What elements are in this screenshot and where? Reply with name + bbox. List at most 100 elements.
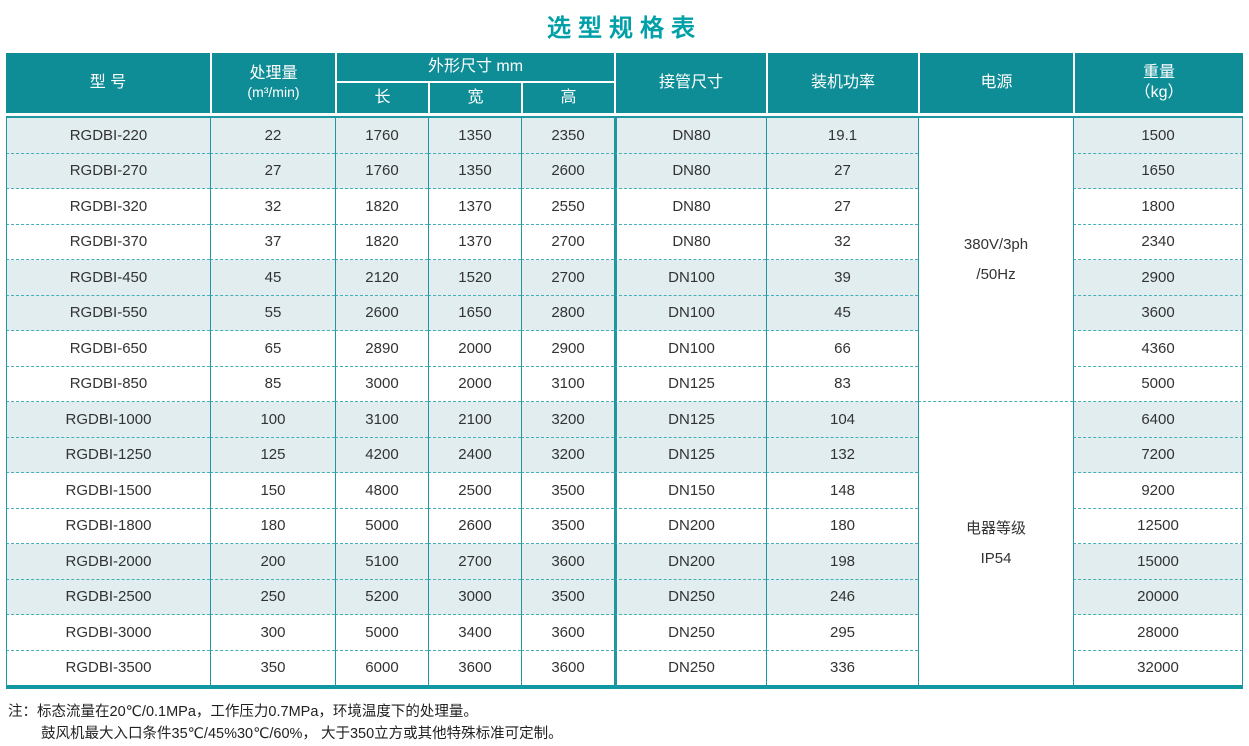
cell-installed-power: 180 xyxy=(766,508,919,544)
cell-capacity: 37 xyxy=(209,224,335,260)
cell-length: 5000 xyxy=(334,615,428,651)
cell-capacity: 27 xyxy=(209,153,335,189)
col-header-power-supply: 电源 xyxy=(918,53,1074,116)
table-body: RGDBI-220 22 1760 1350 2350 DN80 19.1 38… xyxy=(5,116,1244,689)
cell-length: 6000 xyxy=(334,650,428,689)
cell-capacity: 55 xyxy=(209,295,335,331)
col-header-weight-label: 重量 xyxy=(1143,64,1176,81)
cell-height: 3500 xyxy=(520,579,615,615)
cell-pipe-size: DN250 xyxy=(614,615,767,651)
cell-weight: 1650 xyxy=(1073,153,1244,189)
cell-height: 3600 xyxy=(520,544,615,580)
col-header-capacity-unit: (m³/min) xyxy=(247,84,300,101)
spec-table: 型 号 处理量 (m³/min) 外形尺寸 mm 接管尺寸 装机功率 电源 重量… xyxy=(5,53,1244,689)
cell-model: RGDBI-2000 xyxy=(5,544,210,580)
cell-model: RGDBI-1500 xyxy=(5,473,210,509)
cell-weight: 6400 xyxy=(1073,402,1244,438)
cell-capacity: 150 xyxy=(209,473,335,509)
cell-pipe-size: DN250 xyxy=(614,650,767,689)
cell-pipe-size: DN100 xyxy=(614,295,767,331)
cell-model: RGDBI-1000 xyxy=(5,402,210,438)
cell-width: 1370 xyxy=(427,224,521,260)
cell-weight: 2340 xyxy=(1073,224,1244,260)
col-header-installed-power: 装机功率 xyxy=(766,53,919,116)
cell-weight: 5000 xyxy=(1073,366,1244,402)
cell-width: 2000 xyxy=(427,366,521,402)
cell-pipe-size: DN125 xyxy=(614,437,767,473)
cell-weight: 2900 xyxy=(1073,260,1244,296)
cell-length: 2600 xyxy=(334,295,428,331)
table-row: RGDBI-650 65 2890 2000 2900 DN100 66 436… xyxy=(5,331,1244,367)
cell-pipe-size: DN200 xyxy=(614,508,767,544)
cell-weight: 1800 xyxy=(1073,189,1244,225)
table-row: RGDBI-370 37 1820 1370 2700 DN80 32 2340 xyxy=(5,224,1244,260)
cell-installed-power: 246 xyxy=(766,579,919,615)
cell-length: 2890 xyxy=(334,331,428,367)
col-header-length: 长 xyxy=(334,83,428,116)
cell-capacity: 180 xyxy=(209,508,335,544)
table-row: RGDBI-1000 100 3100 2100 3200 DN125 104 … xyxy=(5,402,1244,689)
cell-model: RGDBI-850 xyxy=(5,366,210,402)
cell-weight: 12500 xyxy=(1073,508,1244,544)
cell-installed-power: 27 xyxy=(766,153,919,189)
cell-length: 1820 xyxy=(334,189,428,225)
col-header-weight: 重量 （kg） xyxy=(1073,53,1244,116)
cell-power-supply: 380V/3ph/50Hz xyxy=(918,116,1074,402)
cell-capacity: 200 xyxy=(209,544,335,580)
page-title: 选型规格表 xyxy=(547,15,702,42)
cell-width: 3400 xyxy=(427,615,521,651)
cell-model: RGDBI-3500 xyxy=(5,650,210,689)
cell-pipe-size: DN80 xyxy=(614,189,767,225)
cell-model: RGDBI-450 xyxy=(5,260,210,296)
cell-model: RGDBI-550 xyxy=(5,295,210,331)
cell-height: 3100 xyxy=(520,366,615,402)
cell-pipe-size: DN150 xyxy=(614,473,767,509)
cell-model: RGDBI-320 xyxy=(5,189,210,225)
cell-length: 4800 xyxy=(334,473,428,509)
cell-pipe-size: DN200 xyxy=(614,544,767,580)
cell-pipe-size: DN100 xyxy=(614,260,767,296)
cell-width: 3000 xyxy=(427,579,521,615)
cell-height: 3600 xyxy=(520,615,615,651)
cell-capacity: 250 xyxy=(209,579,335,615)
cell-model: RGDBI-1250 xyxy=(5,437,210,473)
power-supply-line: 380V/3ph xyxy=(963,235,1029,253)
cell-capacity: 65 xyxy=(209,331,335,367)
cell-width: 2400 xyxy=(427,437,521,473)
table-row: RGDBI-220 22 1760 1350 2350 DN80 19.1 38… xyxy=(5,116,1244,402)
cell-capacity: 45 xyxy=(209,260,335,296)
cell-height: 2800 xyxy=(520,295,615,331)
cell-height: 2550 xyxy=(520,189,615,225)
cell-installed-power: 198 xyxy=(766,544,919,580)
cell-installed-power: 295 xyxy=(766,615,919,651)
cell-weight: 28000 xyxy=(1073,615,1244,651)
table-row: RGDBI-2000 200 5100 2700 3600 DN200 198 … xyxy=(5,544,1244,580)
cell-model: RGDBI-3000 xyxy=(5,615,210,651)
cell-capacity: 125 xyxy=(209,437,335,473)
cell-length: 1760 xyxy=(334,116,428,154)
cell-height: 2900 xyxy=(520,331,615,367)
power-supply-line: 电器等级 xyxy=(966,519,1027,537)
cell-length: 2120 xyxy=(334,260,428,296)
cell-width: 2700 xyxy=(427,544,521,580)
cell-width: 2100 xyxy=(427,402,521,438)
table-header: 型 号 处理量 (m³/min) 外形尺寸 mm 接管尺寸 装机功率 电源 重量… xyxy=(5,53,1244,116)
cell-installed-power: 83 xyxy=(766,366,919,402)
cell-capacity: 300 xyxy=(209,615,335,651)
cell-height: 2700 xyxy=(520,224,615,260)
table-row: RGDBI-3500 350 6000 3600 3600 DN250 336 … xyxy=(5,650,1244,689)
cell-model: RGDBI-1800 xyxy=(5,508,210,544)
cell-width: 3600 xyxy=(427,650,521,689)
cell-installed-power: 104 xyxy=(766,402,919,438)
cell-pipe-size: DN250 xyxy=(614,579,767,615)
cell-weight: 32000 xyxy=(1073,650,1244,689)
table-row: RGDBI-850 85 3000 2000 3100 DN125 83 500… xyxy=(5,366,1244,402)
cell-pipe-size: DN80 xyxy=(614,116,767,154)
cell-pipe-size: DN125 xyxy=(614,402,767,438)
cell-height: 2350 xyxy=(520,116,615,154)
cell-installed-power: 132 xyxy=(766,437,919,473)
table-row: RGDBI-270 27 1760 1350 2600 DN80 27 1650 xyxy=(5,153,1244,189)
cell-length: 5200 xyxy=(334,579,428,615)
cell-installed-power: 27 xyxy=(766,189,919,225)
cell-length: 1760 xyxy=(334,153,428,189)
